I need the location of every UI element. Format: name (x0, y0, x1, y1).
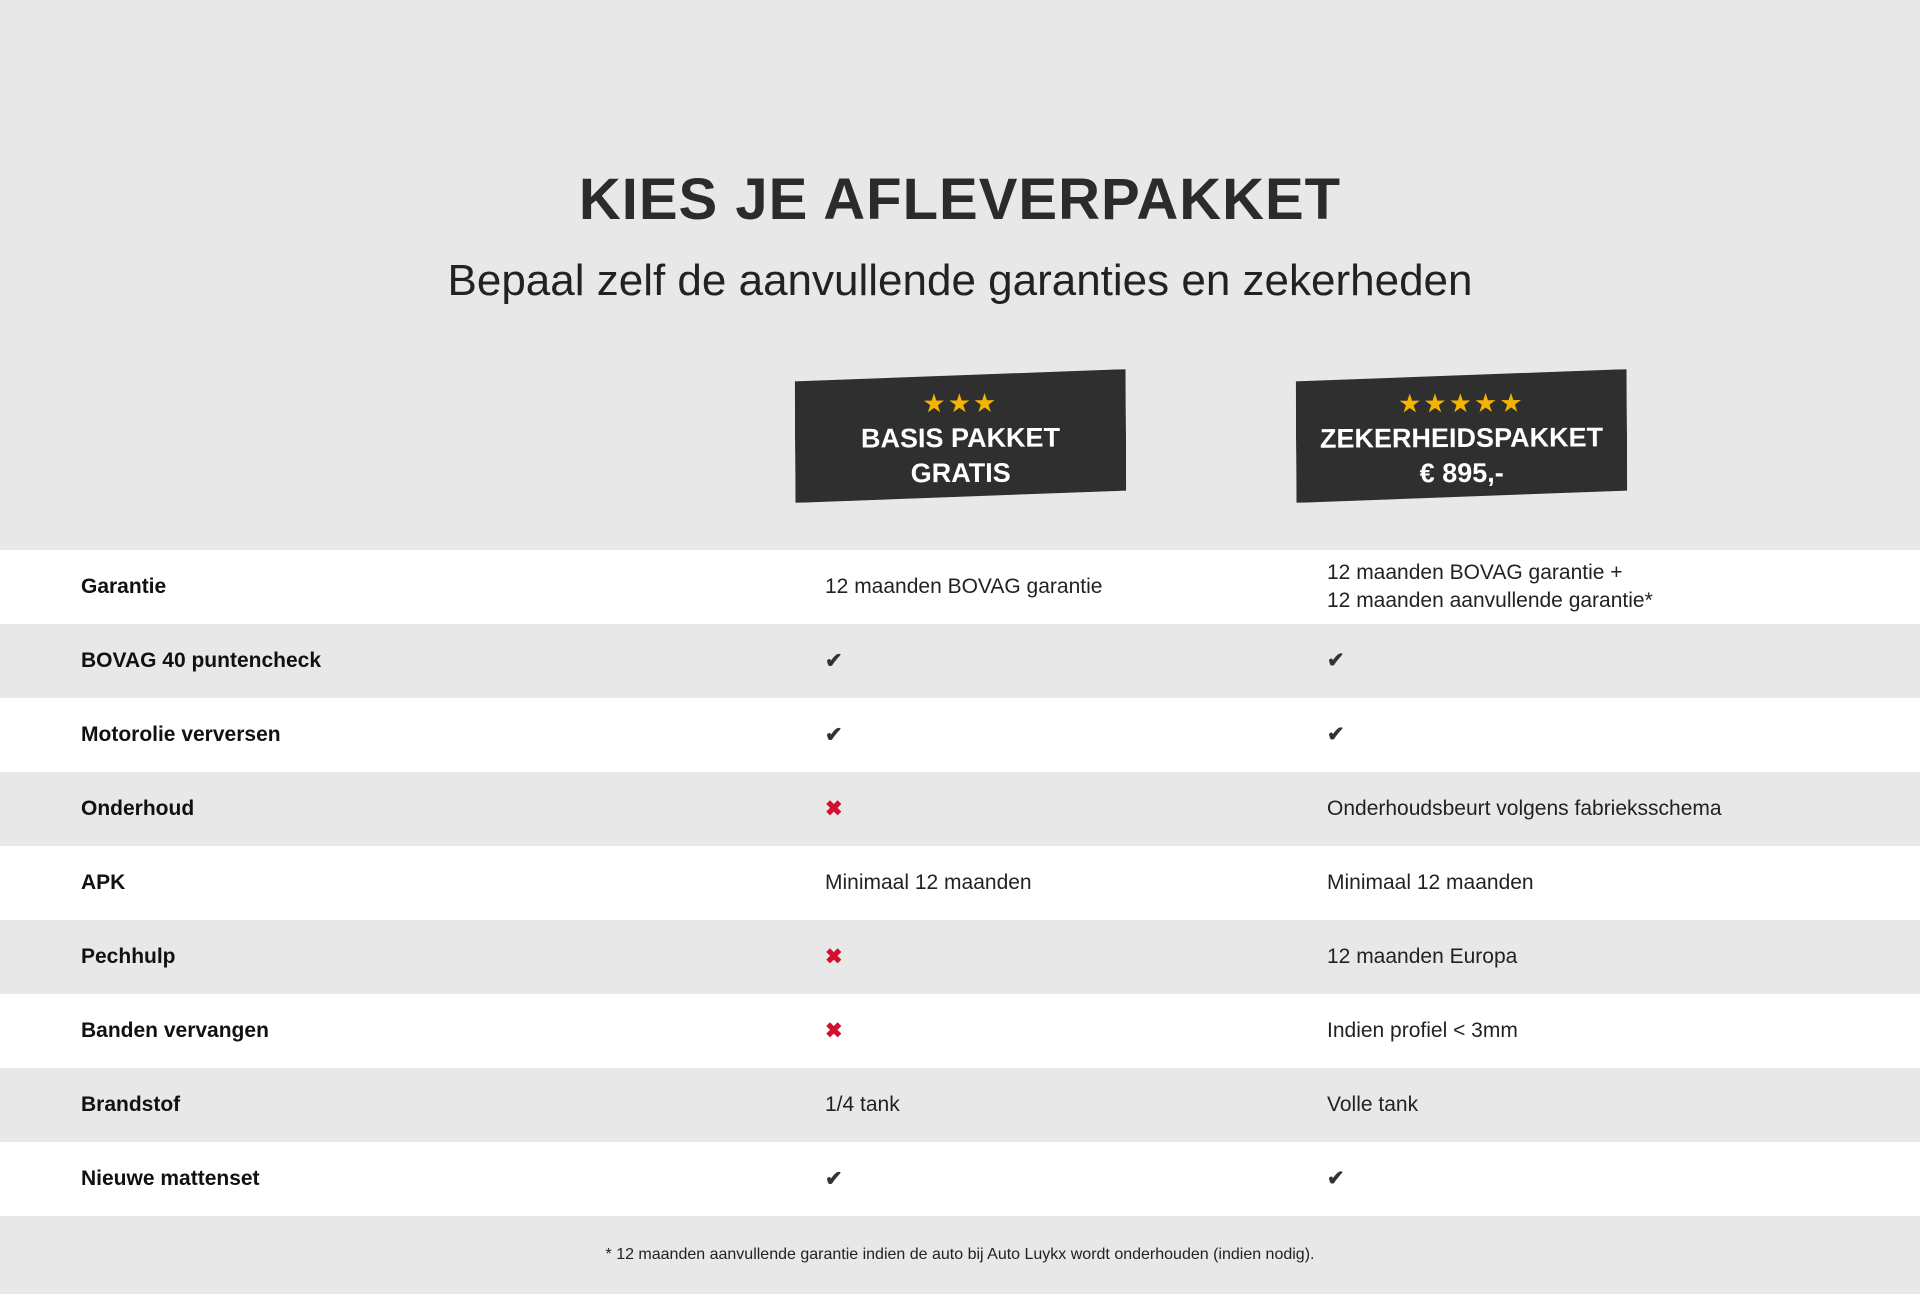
table-row: BOVAG 40 puntencheck ✔ ✔ (0, 624, 1920, 698)
package-badge-zekerheid: ★★★★★ ZEKERHEIDSPAKKET € 895,- (1296, 369, 1628, 503)
table-row: Pechhulp ✖ 12 maanden Europa (0, 920, 1920, 994)
comparison-table: Garantie 12 maanden BOVAG garantie 12 maan… (0, 550, 1920, 1216)
package-name: BASIS PAKKET (860, 422, 1061, 454)
row-label: Nieuwe mattenset (81, 1167, 260, 1190)
package-badge-basis: ★★★ BASIS PAKKET GRATIS (795, 369, 1127, 503)
check-icon: ✔ (825, 1167, 843, 1191)
row-label: Garantie (81, 575, 167, 598)
table-row: Banden vervangen ✖ Indien profiel < 3mm (0, 994, 1920, 1068)
star-rating-icon: ★★★★★ (1397, 387, 1525, 419)
footnote: * 12 maanden aanvullende garantie indien… (0, 1216, 1920, 1279)
cell-value: 12 maanden Europa (1327, 945, 1518, 968)
cross-icon: ✖ (825, 945, 843, 969)
page-title: KIES JE AFLEVERPAKKET (578, 167, 1342, 232)
cell-line: 12 maanden BOVAG garantie + (1327, 561, 1623, 584)
table-row: Motorolie verversen ✔ ✔ (0, 698, 1920, 772)
cell-value: 12 maanden BOVAG garantie (825, 575, 1103, 598)
package-price: GRATIS (910, 457, 1011, 489)
cell-value: 12 maanden BOVAG garantie + 12 maanden aa… (1327, 559, 1653, 615)
table-row: Garantie 12 maanden BOVAG garantie 12 maan… (0, 550, 1920, 624)
row-label: APK (81, 871, 126, 894)
table-row: Onderhoud ✖ Onderhoudsbeurt volgens fabrie… (0, 772, 1920, 846)
cell-value: Indien profiel < 3mm (1327, 1019, 1518, 1042)
row-label: Banden vervangen (81, 1019, 269, 1042)
cell-line: 12 maanden aanvullende garantie* (1327, 589, 1653, 612)
package-name: ZEKERHEIDSPAKKET (1319, 422, 1604, 454)
cell-value: Minimaal 12 maanden (1327, 871, 1534, 894)
cell-value: Volle tank (1327, 1093, 1419, 1116)
package-price: € 895,- (1419, 457, 1504, 489)
check-icon: ✔ (825, 723, 843, 747)
table-row: APK Minimaal 12 maanden Minimaal 12 maande… (0, 846, 1920, 920)
check-icon: ✔ (1327, 1167, 1345, 1190)
cell-value: Onderhoudsbeurt volgens fabrieksschema (1327, 797, 1722, 820)
check-icon: ✔ (825, 649, 843, 673)
table-row: Brandstof 1/4 tank Volle tank (0, 1068, 1920, 1142)
row-label: Motorolie verversen (81, 723, 281, 746)
cross-icon: ✖ (825, 797, 843, 821)
row-label: Brandstof (81, 1093, 181, 1116)
check-icon: ✔ (1327, 649, 1345, 672)
cell-value: 1/4 tank (825, 1093, 900, 1116)
cross-icon: ✖ (825, 1019, 843, 1043)
row-label: Onderhoud (81, 797, 195, 820)
row-label: BOVAG 40 puntencheck (81, 649, 322, 672)
cell-value: Minimaal 12 maanden (825, 871, 1032, 894)
check-icon: ✔ (1327, 723, 1345, 746)
page-subtitle: Bepaal zelf de aanvullende garanties en … (447, 256, 1473, 305)
star-rating-icon: ★★★ (922, 387, 999, 419)
row-label: Pechhulp (81, 945, 176, 968)
table-row: Nieuwe mattenset ✔ ✔ (0, 1142, 1920, 1216)
